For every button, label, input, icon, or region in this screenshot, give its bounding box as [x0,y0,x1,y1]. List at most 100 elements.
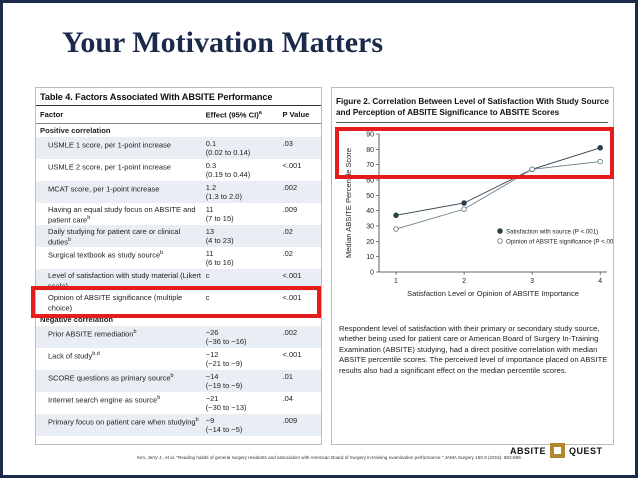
citation: Kim, Jerry J., et al. "Reading habits of… [137,455,522,460]
cell-p-value: .01 [282,371,293,381]
header-factor: Factor [40,110,64,119]
cell-p-value: <.001 [282,349,302,359]
cell-effect: 11 (6 to 16) [205,248,234,267]
table-row: Surgical textbook as study sourceb 11 (6 t… [36,247,321,269]
slide-title: Your Motivation Matters [62,26,384,59]
y-tick-label: 0 [370,270,374,277]
cell-effect: 13 (4 to 23) [205,226,234,245]
y-tick-label: 80 [366,147,374,154]
figure-highlight-box [335,127,614,179]
table-row: Daily studying for patient care or clini… [36,224,321,247]
cell-effect: 0.1 (0.02 to 0.14) [205,138,251,157]
cell-factor: Level of satisfaction with study materia… [48,270,201,291]
x-tick-label: 2 [462,278,466,285]
cell-p-value: .02 [282,226,293,236]
cell-p-value: <.001 [282,270,302,280]
y-tick-label: 60 [366,178,374,185]
header-p-value: P Value [282,110,310,119]
cell-factor: USMLE 1 score, per 1-point increase [48,140,171,150]
table-title: Table 4. Factors Associated With ABSITE … [36,88,321,106]
absite-quest-logo: ABSITE QUEST [510,443,603,458]
table-row: Prior ABSITE remediationb −26 (−36 to −16)… [36,325,321,348]
line-chart: 0 10 20 30 40 50 60 70 80 90 1 2 3 4 Satisfaction Leve… [344,132,614,299]
table-row: USMLE 2 score, per 1-point increase 0.3 (0… [36,159,321,181]
cell-p-value: <.001 [282,292,302,302]
cell-p-value: <.001 [282,160,302,170]
logo-left-text: ABSITE [510,445,547,456]
table-row: Lack of studyb,d −12 (−21 to −9) <.001 [36,348,321,370]
cell-effect: 1.2 (1.3 to 2.0) [205,182,242,201]
cell-effect: 0.3 (0.19 to 0.44) [205,160,251,179]
data-point [461,200,467,206]
table-section-label: Negative correlation [40,314,114,324]
x-axis-label: Satisfaction Level or Opinion of ABSITE … [407,289,579,298]
cell-factor: MCAT score, per 1-point increase [48,184,160,194]
cell-effect: −9 (−14 to −5) [205,415,243,434]
table-row: Internet search engine as sourceb −21 (−30… [36,392,321,414]
table-header: Factor Effect (95% CI)a P Value [36,106,321,124]
cell-p-value: .002 [282,182,298,192]
cell-effect: −14 (−19 to −9) [205,371,243,390]
y-tick-label: 10 [366,254,374,261]
cell-factor: Daily studying for patient care or clini… [48,226,181,247]
data-point [393,212,399,219]
cell-factor: Opinion of ABSITE significance (multiple… [48,292,183,313]
y-tick-label: 20 [366,239,374,246]
y-tick-label: 90 [366,132,374,139]
cell-effect: −21 (−30 to −13) [205,393,247,412]
table-panel: Table 4. Factors Associated With ABSITE … [35,87,322,445]
cell-factor: SCORE questions as primary sourceb [48,372,174,383]
data-point [597,158,603,165]
data-point [597,145,603,151]
cell-factor: Having an equal study focus on ABSITE an… [48,204,196,225]
cell-p-value: .02 [282,248,293,258]
cell-effect: c [205,292,210,302]
cell-factor: Internet search engine as sourceb [48,394,161,405]
table-body: Positive correlation USMLE 1 score, per 1… [36,124,321,436]
x-tick-label: 3 [530,278,534,285]
legend-entry: Opinion of ABSITE significance (P <.001) [506,239,614,246]
cell-p-value: .04 [282,393,293,403]
cell-factor: Prior ABSITE remediationb [48,328,137,339]
table-row: MCAT score, per 1-point increase 1.2 (1.3 … [36,180,321,203]
data-point [461,206,467,212]
y-tick-label: 40 [366,208,374,215]
cell-effect: c [205,270,210,280]
table-row: USMLE 1 score, per 1-point increase 0.1 (0… [36,136,321,159]
legend-entry: Satisfaction with source (P <.001) [506,229,598,236]
series-line-1 [395,161,601,230]
x-tick-label: 1 [394,278,398,285]
table-highlight-box [31,286,321,318]
data-point [529,166,535,173]
cell-factor: Primary focus on patient care when study… [48,416,199,427]
y-axis-label: Median ABSITE Percentile Score [344,148,353,258]
figure-title: Figure 2. Correlation Between Level of S… [336,97,609,117]
table-row: Opinion of ABSITE significance (multiple… [36,291,321,313]
header-effect: Effect (95% CI)a [205,110,262,120]
cell-effect: −12 (−21 to −9) [205,349,243,368]
series-line-0 [395,147,601,216]
figure-panel: Figure 2. Correlation Between Level of S… [331,87,614,445]
figure-rule [336,122,608,123]
cell-effect: −26 (−36 to −16) [205,327,247,346]
logo-mark-icon [550,443,566,458]
cell-factor: Surgical textbook as study sourceb [48,249,164,260]
cell-factor: Lack of studyb,d [48,350,100,361]
table-row: Level of satisfaction with study materia… [36,268,321,291]
logo-right-text: QUEST [569,445,603,456]
y-tick-label: 50 [366,193,374,200]
cell-p-value: .002 [282,327,298,337]
data-point [393,226,399,232]
y-tick-label: 70 [366,162,374,169]
figure-caption: Respondent level of satisfaction with th… [339,324,608,375]
legend-marker [497,228,503,234]
table-row: Primary focus on patient care when study… [36,413,321,436]
x-tick-label: 4 [598,278,602,285]
table-row: SCORE questions as primary sourceb −14 (−1… [36,369,321,392]
cell-p-value: .009 [282,415,298,425]
cell-effect: 11 (7 to 15) [205,204,234,223]
table-section-label: Positive correlation [40,125,111,135]
cell-p-value: .03 [282,138,293,148]
table-row: Having an equal study focus on ABSITE an… [36,203,321,225]
